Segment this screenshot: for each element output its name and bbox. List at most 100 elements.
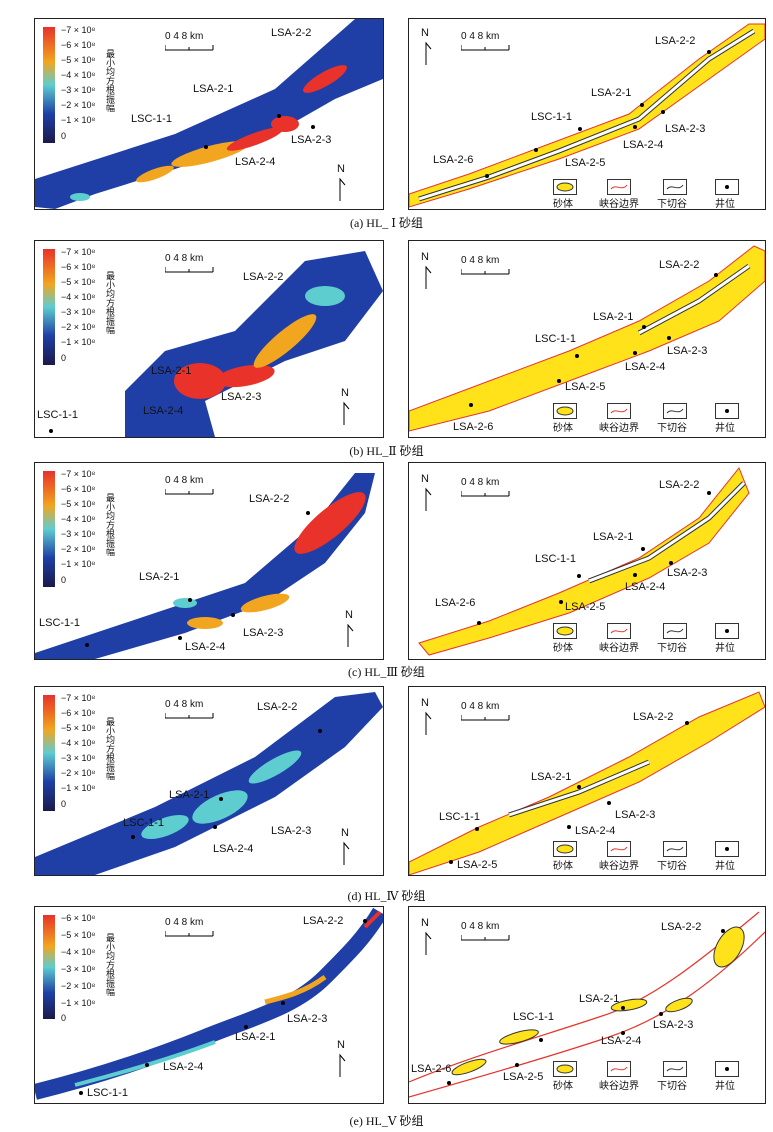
well-label: LSA-2-6 [411, 1063, 452, 1075]
colorbar-tick: −4 × 10⁸ [61, 947, 96, 957]
colorbar-tick: −4 × 10⁸ [61, 514, 96, 524]
colorbar-tick: −1 × 10⁸ [61, 559, 96, 569]
colorbar-d [43, 695, 55, 811]
legend-canyon-icon [607, 841, 631, 857]
legend-sand-icon [553, 623, 577, 639]
well-label: LSA-2-4 [163, 1061, 204, 1073]
north-arrow-icon [343, 401, 350, 425]
well-label: LSA-2-3 [291, 134, 332, 146]
colorbar-tick: −4 × 10⁸ [61, 738, 96, 748]
scale-bar-line [165, 489, 214, 495]
legend-well-icon [715, 841, 739, 857]
legend-label: 峡谷边界 [599, 861, 639, 872]
scale-bar-line [165, 267, 214, 273]
colorbar-tick: −2 × 10⁸ [61, 981, 96, 991]
legend-label: 井位 [715, 1081, 735, 1092]
well-label: LSA-2-3 [243, 627, 284, 639]
colorbar-tick: −5 × 10⁸ [61, 277, 96, 287]
scale-bar: 0 4 8 km [461, 701, 500, 712]
north-arrow: N [337, 163, 345, 175]
colorbar-title: 最小均方根振幅 [104, 933, 114, 996]
colorbar-title: 最小均方根振幅 [104, 717, 114, 780]
attribute-map-c-graphic [35, 473, 375, 659]
colorbar-tick: −3 × 10⁸ [61, 85, 96, 95]
legend-label: 下切谷 [657, 199, 687, 210]
well-label: LSA-2-4 [143, 405, 184, 417]
scale-bar-line [165, 931, 214, 937]
scale-bar: 0 4 8 km [165, 475, 204, 486]
well-label: LSA-2-3 [271, 825, 312, 837]
legend-label: 下切谷 [657, 861, 687, 872]
interpretation-map-b: N 0 4 8 km LSA-2-2 LSA-2-1 LSC-1-1 LSA-2… [408, 240, 766, 438]
colorbar-tick: −2 × 10⁸ [61, 322, 96, 332]
legend-label: 下切谷 [657, 1081, 687, 1092]
panel-caption: (a) HL_ Ⅰ 砂组 [349, 216, 424, 230]
well-label: LSA-2-5 [457, 859, 498, 871]
well-label: LSC-1-1 [39, 617, 80, 629]
colorbar-tick: −5 × 10⁸ [61, 930, 96, 940]
panel-row-c: −7 × 10⁸ −6 × 10⁸ −5 × 10⁸ −4 × 10⁸ −3 ×… [0, 460, 773, 684]
panel-caption: (b) HL_Ⅱ 砂组 [349, 444, 424, 458]
well-label: LSA-2-3 [615, 809, 656, 821]
legend-canyon-icon [607, 1061, 631, 1077]
attribute-map-c: −7 × 10⁸ −6 × 10⁸ −5 × 10⁸ −4 × 10⁸ −3 ×… [34, 462, 384, 660]
legend-label: 井位 [715, 861, 735, 872]
colorbar-tick: −3 × 10⁸ [61, 307, 96, 317]
legend-sand-icon [553, 841, 577, 857]
well-label: LSA-2-1 [579, 993, 620, 1005]
well-label: LSA-2-1 [591, 87, 632, 99]
well-label: LSA-2-1 [531, 771, 572, 783]
interpretation-map-e-graphic [409, 911, 765, 1098]
well-label: LSA-2-4 [235, 156, 276, 168]
interpretation-map-c: N 0 4 8 km LSA-2-2 LSA-2-1 LSC-1-1 LSA-2… [408, 462, 766, 660]
colorbar-tick: −6 × 10⁸ [61, 484, 96, 494]
well-label: LSA-2-3 [667, 567, 708, 579]
attribute-map-b: −7 × 10⁸ −6 × 10⁸ −5 × 10⁸ −4 × 10⁸ −3 ×… [34, 240, 384, 438]
colorbar-tick: 0 [61, 799, 67, 809]
colorbar-tick: −6 × 10⁸ [61, 262, 96, 272]
well-label: LSA-2-4 [623, 139, 664, 151]
colorbar-tick: −2 × 10⁸ [61, 768, 96, 778]
scale-bar-line [461, 269, 510, 275]
well-label: LSA-2-2 [271, 27, 312, 39]
north-arrow-icon [425, 265, 432, 289]
legend-well-icon [715, 403, 739, 419]
legend-label: 峡谷边界 [599, 199, 639, 210]
panel-row-d: −7 × 10⁸ −6 × 10⁸ −5 × 10⁸ −4 × 10⁸ −3 ×… [0, 684, 773, 904]
well-label: LSA-2-3 [221, 391, 262, 403]
well-label: LSA-2-1 [593, 531, 634, 543]
well-label: LSA-2-1 [151, 365, 192, 377]
scale-bar-line [165, 45, 214, 51]
north-arrow-icon [425, 487, 432, 511]
colorbar-title: 最小均方根振幅 [104, 493, 114, 556]
well-label: LSC-1-1 [439, 811, 480, 823]
well-label: LSC-1-1 [37, 409, 78, 421]
colorbar-b [43, 249, 55, 365]
north-arrow: N [421, 27, 429, 39]
legend-sand-icon [553, 1061, 577, 1077]
north-arrow: N [337, 1039, 345, 1051]
well-label: LSA-2-2 [243, 271, 284, 283]
scale-bar-line [461, 715, 510, 721]
well-label: LSA-2-5 [565, 601, 606, 613]
colorbar-tick: −6 × 10⁸ [61, 913, 96, 923]
scale-bar-line [461, 491, 510, 497]
legend-canyon-icon [607, 179, 631, 195]
colorbar-tick: −1 × 10⁸ [61, 998, 96, 1008]
interpretation-map-b-graphic [409, 245, 765, 432]
well-label: LSC-1-1 [513, 1011, 554, 1023]
north-arrow: N [345, 609, 353, 621]
colorbar-tick: −3 × 10⁸ [61, 529, 96, 539]
scale-bar: 0 4 8 km [461, 477, 500, 488]
north-arrow: N [421, 917, 429, 929]
panel-caption: (d) HL_Ⅳ 砂组 [347, 889, 426, 903]
scale-bar: 0 4 8 km [461, 255, 500, 266]
legend-label: 砂体 [553, 423, 573, 434]
well-label: LSA-2-6 [453, 421, 494, 433]
well-label: LSA-2-2 [659, 479, 700, 491]
well-label: LSA-2-3 [667, 345, 708, 357]
interpretation-map-d-graphic [409, 691, 765, 875]
legend-label: 砂体 [553, 199, 573, 210]
well-label: LSA-2-1 [169, 789, 210, 801]
well-label: LSC-1-1 [87, 1087, 128, 1099]
